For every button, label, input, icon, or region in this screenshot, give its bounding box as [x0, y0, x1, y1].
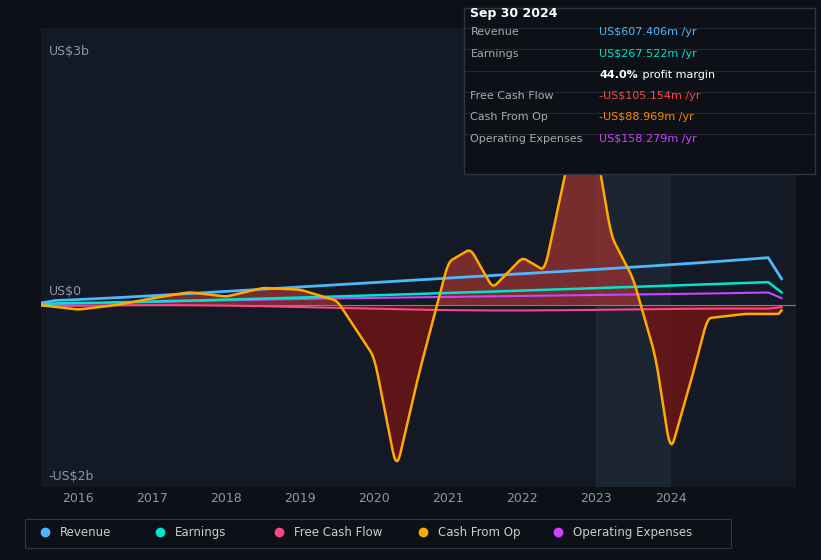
- Text: Revenue: Revenue: [470, 27, 519, 38]
- Text: 44.0%: 44.0%: [599, 70, 638, 80]
- Text: -US$88.969m /yr: -US$88.969m /yr: [599, 113, 694, 123]
- Text: Operating Expenses: Operating Expenses: [573, 526, 692, 539]
- Text: US$0: US$0: [48, 286, 81, 298]
- Text: US$607.406m /yr: US$607.406m /yr: [599, 27, 697, 38]
- Text: -US$105.154m /yr: -US$105.154m /yr: [599, 91, 700, 101]
- Text: US$267.522m /yr: US$267.522m /yr: [599, 49, 697, 59]
- Text: US$3b: US$3b: [48, 45, 89, 58]
- Text: Cash From Op: Cash From Op: [470, 113, 548, 123]
- Text: US$158.279m /yr: US$158.279m /yr: [599, 134, 697, 144]
- Text: profit margin: profit margin: [639, 70, 715, 80]
- Text: Revenue: Revenue: [60, 526, 112, 539]
- Text: Earnings: Earnings: [470, 49, 519, 59]
- Text: Free Cash Flow: Free Cash Flow: [470, 91, 554, 101]
- Text: Earnings: Earnings: [175, 526, 227, 539]
- Text: Cash From Op: Cash From Op: [438, 526, 520, 539]
- Bar: [596, 28, 671, 487]
- Text: Operating Expenses: Operating Expenses: [470, 134, 583, 144]
- Text: Free Cash Flow: Free Cash Flow: [294, 526, 383, 539]
- Text: Sep 30 2024: Sep 30 2024: [470, 7, 558, 20]
- Text: -US$2b: -US$2b: [48, 470, 94, 483]
